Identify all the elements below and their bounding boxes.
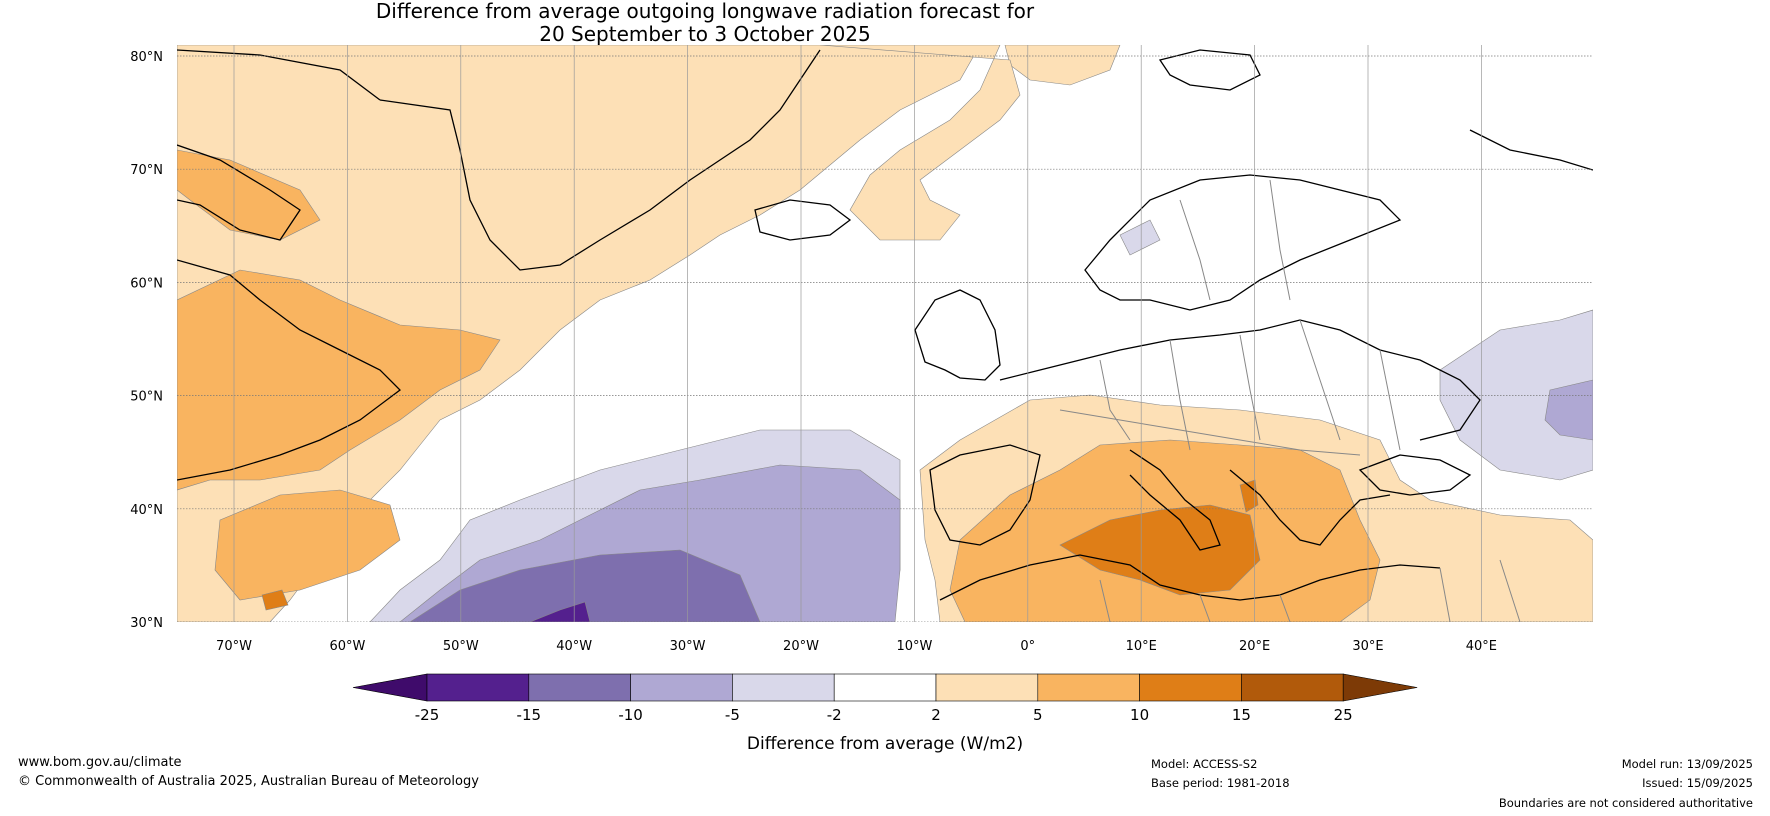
model-text: Model: ACCESS-S2 [1151, 757, 1258, 771]
longitude-label: 30°E [1352, 639, 1383, 654]
disclaimer-text: Boundaries are not considered authoritat… [1498, 796, 1753, 810]
longitude-label: 60°W [329, 639, 365, 654]
colorbar-segment [426, 673, 530, 702]
colorbar-tick-label: 2 [931, 706, 941, 724]
latitude-label: 80°N [130, 50, 163, 65]
longitude-label: 40°E [1466, 639, 1497, 654]
scandinavia-coast [1084, 174, 1402, 311]
gridlines [177, 45, 1593, 622]
balkans-greece-coast [1229, 469, 1391, 546]
anomaly-region-lilac-norway [1119, 219, 1161, 256]
colorbar-tick-label: -25 [415, 706, 440, 724]
colorbar-segment [1139, 673, 1242, 702]
colorbar-tick-label: -5 [725, 706, 740, 724]
longitude-label: 20°E [1239, 639, 1270, 654]
copyright-text: © Commonwealth of Australia 2025, Austra… [18, 774, 479, 789]
colorbar-tick-label: 10 [1130, 706, 1149, 724]
longitude-label: 50°W [443, 639, 479, 654]
anomaly-region-dark-orange-adriatic [1239, 479, 1259, 513]
map-title: Difference from average outgoing longwav… [0, 0, 1410, 46]
colorbar-tick-label: -10 [618, 706, 643, 724]
anomaly-region-orange-sw-atlantic [214, 489, 401, 601]
axis-labels: 80°N 70°N 60°N 50°N 40°N 30°N 70°W 60°W 50°W 40°W… [130, 50, 1497, 654]
colorbar-segment [935, 673, 1039, 702]
colorbar-segment [630, 673, 733, 702]
colorbar-segment [1241, 673, 1344, 702]
anomaly-region-orange-labrador [177, 269, 501, 491]
longitude-label: 70°W [216, 639, 252, 654]
colorbar-segments [352, 673, 1418, 702]
longitude-label: 0° [1020, 639, 1035, 654]
website-link[interactable]: www.bom.gov.au/climate [18, 755, 182, 770]
latitude-label: 40°N [130, 503, 163, 518]
anomaly-region-light-orange-iceland-sea [819, 45, 1021, 241]
latitude-label: 60°N [130, 276, 163, 291]
base-period-text: Base period: 1981-2018 [1151, 776, 1290, 790]
issued-text: Issued: 15/09/2025 [1642, 776, 1753, 790]
colorbar-tick-label: 5 [1033, 706, 1043, 724]
title-line-2: 20 September to 3 October 2025 [539, 22, 871, 46]
svalbard-coast [1158, 49, 1261, 91]
anomaly-region-dark-orange-caribbean-edge [261, 589, 289, 611]
longitude-label: 20°W [783, 639, 819, 654]
anomaly-region-purple-russia [1544, 379, 1593, 441]
black-sea-coast [1358, 454, 1472, 496]
anomaly-region-lilac-russia [1439, 309, 1593, 481]
map-area [177, 45, 1593, 622]
colorbar-extend-high [1342, 673, 1418, 702]
colorbar-label: Difference from average (W/m2) [746, 734, 1024, 754]
country-borders [1059, 179, 1521, 622]
novaya-zemlya-coast [1469, 129, 1593, 171]
labrador-coast [177, 259, 401, 481]
coastlines [177, 49, 1593, 601]
colorbar-segment [833, 673, 937, 702]
iceland-coast [754, 199, 852, 241]
greenland-north-coast [177, 49, 381, 101]
uk-ireland-coast [914, 289, 1001, 381]
colorbar-tick-label: -2 [827, 706, 842, 724]
italy-coast [1129, 449, 1221, 551]
colorbar-ticks: -25 -15 -10 -5 -2 2 5 10 15 25 [415, 706, 1353, 724]
baffin-coast [177, 144, 301, 241]
iberia-coast [929, 444, 1041, 546]
latitude-label: 30°N [130, 616, 163, 631]
colorbar-segment [732, 673, 835, 702]
latitude-label: 70°N [130, 163, 163, 178]
model-run-text: Model run: 13/09/2025 [1621, 757, 1753, 771]
colorbar-tick-label: -15 [517, 706, 542, 724]
colorbar-segment [528, 673, 631, 702]
anomaly-region-deep-purple-atlantic [529, 601, 591, 622]
anomaly-region-dark-orange-central-med [1059, 504, 1261, 596]
colorbar-tick-label: 15 [1232, 706, 1251, 724]
longitude-label: 30°W [670, 639, 706, 654]
greenland-coast [379, 49, 821, 271]
anomaly-region-dark-purple-atlantic [409, 549, 761, 622]
colorbar-extend-low [352, 673, 428, 702]
colorbar-segment [1037, 673, 1140, 702]
longitude-label: 10°W [896, 639, 932, 654]
longitude-label: 10°E [1126, 639, 1157, 654]
latitude-label: 50°N [130, 390, 163, 405]
colorbar-tick-label: 25 [1334, 706, 1353, 724]
title-line-1: Difference from average outgoing longwav… [375, 0, 1035, 23]
longitude-label: 40°W [556, 639, 592, 654]
